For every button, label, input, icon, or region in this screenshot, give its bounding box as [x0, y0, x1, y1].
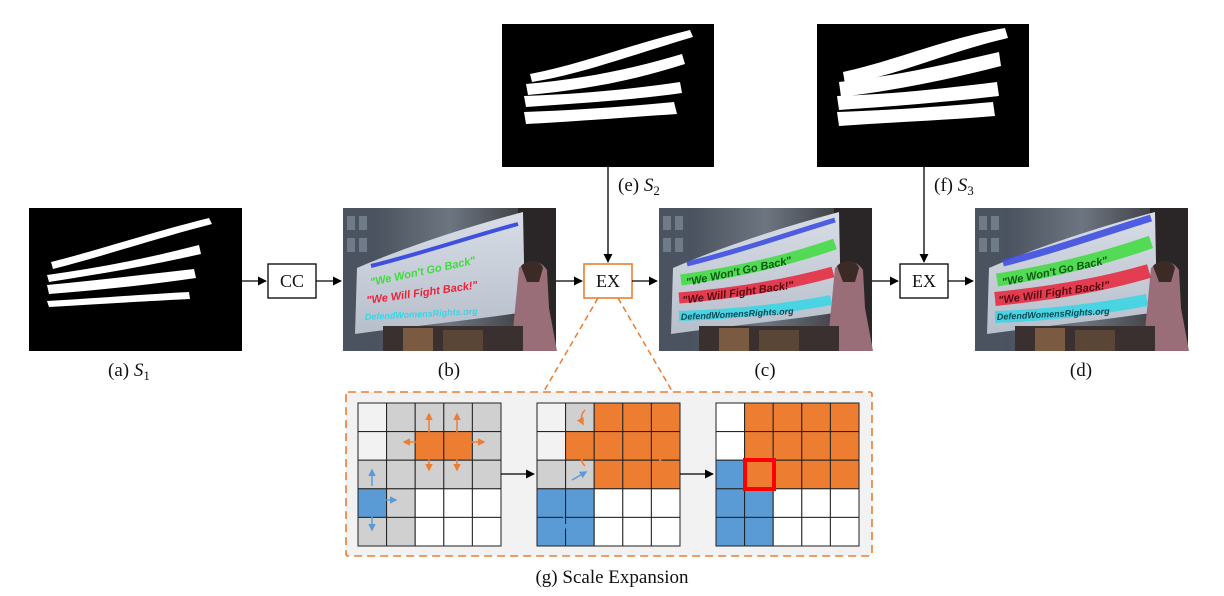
grid-cell — [593, 488, 624, 518]
grid-expanding — [536, 402, 681, 547]
grid-cell — [443, 459, 473, 490]
scale-expansion-panel — [345, 297, 873, 557]
text-region-blue — [370, 222, 519, 268]
grid-cell — [744, 488, 774, 518]
grid-cell — [829, 516, 860, 547]
grid-cell — [801, 402, 831, 433]
grid-cell — [565, 488, 595, 518]
grid-cell — [801, 488, 831, 518]
grid-cell — [772, 431, 803, 461]
cc-box: CC — [267, 263, 317, 299]
caption-g: (g) Scale Expansion — [535, 567, 689, 588]
grid-cell — [650, 488, 681, 518]
grid-cell — [414, 488, 445, 518]
grid-cell — [443, 402, 473, 433]
grid-cell — [622, 516, 652, 547]
ex-box-1: EX — [583, 263, 633, 299]
grid-cell — [650, 516, 681, 547]
grid-cell — [829, 431, 860, 461]
grid-cell — [622, 488, 652, 518]
grid-cell — [386, 488, 416, 518]
grid-cell — [357, 402, 388, 433]
caption-a: (a) S1 — [108, 360, 150, 383]
grid-cell — [443, 516, 473, 547]
grid-cell — [744, 459, 774, 490]
flow-arrows — [242, 167, 974, 286]
grid-cell — [715, 459, 746, 490]
ex-box-2: EX — [899, 263, 949, 299]
grid-cell — [622, 431, 652, 461]
grid-cell — [357, 431, 388, 461]
grid-cell — [801, 459, 831, 490]
caption-c: (c) — [754, 360, 775, 381]
grid-cell — [471, 516, 502, 547]
grid-cell — [715, 516, 746, 547]
mask-s2-image — [502, 24, 714, 167]
grid-cell — [772, 459, 803, 490]
photo-c: "We Won't Go Back" "We Will Fight Back!"… — [659, 208, 873, 351]
photo-d: "We Won't Go Back" "We Will Fight Back!"… — [975, 208, 1189, 351]
cc-label: CC — [280, 271, 304, 291]
grid-cell — [414, 516, 445, 547]
grid-cell — [386, 431, 416, 461]
grid-cell — [565, 516, 595, 547]
caption-d: (d) — [1070, 360, 1092, 381]
grid-final — [715, 402, 860, 547]
orange-expansion-arrows — [402, 409, 666, 472]
grid-cell — [829, 459, 860, 490]
grid-cell — [471, 402, 502, 433]
grid-cell — [386, 402, 416, 433]
grid-cell — [471, 431, 502, 461]
grid-cell — [650, 402, 681, 433]
grid-cell — [715, 431, 746, 461]
conflict-pixel-highlight — [743, 458, 776, 491]
grid-cell — [744, 431, 774, 461]
grid-cell — [650, 459, 681, 490]
grid-cell — [593, 459, 624, 490]
grid-cell — [829, 402, 860, 433]
caption-f: (f) S3 — [934, 175, 974, 198]
grid-cell — [801, 516, 831, 547]
grid-cell — [536, 488, 567, 518]
grid-cell — [471, 459, 502, 490]
grid-initial — [357, 402, 502, 547]
grid-cell — [622, 402, 652, 433]
mask-s1-image — [29, 208, 242, 351]
grid-cell — [536, 459, 567, 490]
grid-cell — [536, 402, 567, 433]
grid-cell — [593, 516, 624, 547]
caption-e: (e) S2 — [618, 175, 660, 198]
mask-s3-image — [817, 24, 1029, 167]
grid-cell — [772, 488, 803, 518]
grid-cell — [801, 431, 831, 461]
grid-cell — [565, 459, 595, 490]
grid-cell — [386, 516, 416, 547]
grid-cell — [386, 459, 416, 490]
grid-cell — [565, 402, 595, 433]
grid-cell — [565, 431, 595, 461]
photo-b: "We Won't Go Back" "We Will Fight Back!"… — [343, 208, 557, 351]
caption-b: (b) — [438, 360, 460, 381]
grid-cell — [536, 431, 567, 461]
grid-cell — [744, 516, 774, 547]
ex-label-2: EX — [912, 271, 936, 291]
grid-cell — [650, 431, 681, 461]
ex-label-1: EX — [596, 271, 620, 291]
grid-cell — [744, 402, 774, 433]
grid-cell — [471, 488, 502, 518]
grid-cell — [829, 488, 860, 518]
grid-cell — [443, 431, 473, 461]
grid-cell — [593, 402, 624, 433]
grid-cell — [536, 516, 567, 547]
grid-cell — [443, 488, 473, 518]
grid-cell — [715, 402, 746, 433]
grid-cell — [622, 459, 652, 490]
grid-cell — [772, 516, 803, 547]
blue-expansion-arrows — [368, 468, 588, 532]
grid-cell — [593, 431, 624, 461]
grid-cell — [772, 402, 803, 433]
grid-cell — [715, 488, 746, 518]
